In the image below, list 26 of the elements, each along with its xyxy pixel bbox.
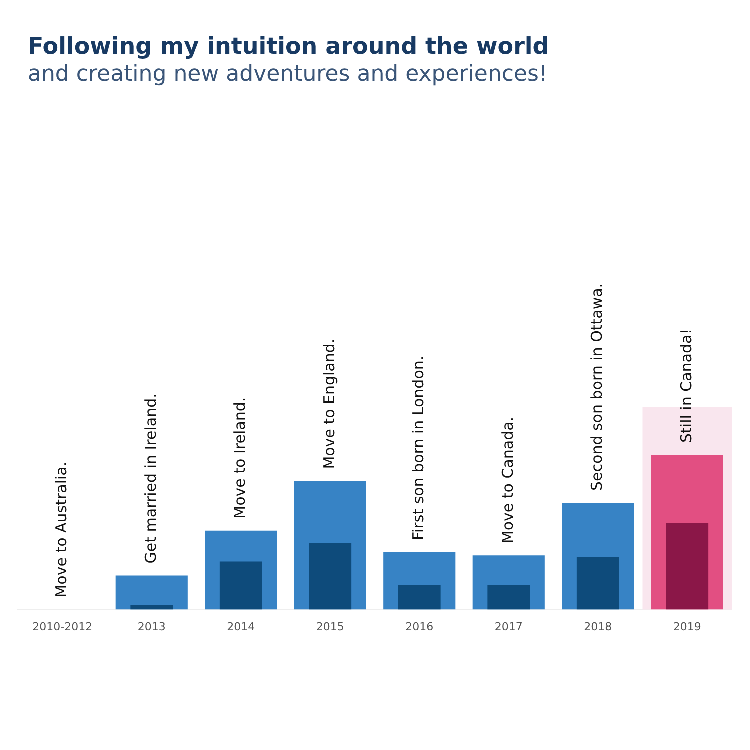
x-tick-label: 2010-2012 bbox=[32, 620, 93, 634]
bar bbox=[666, 523, 709, 610]
chart-title: Following my intuition around the world bbox=[28, 34, 550, 60]
bar bbox=[220, 562, 262, 610]
annotation: Move to Canada. bbox=[498, 416, 517, 544]
bar bbox=[309, 543, 352, 610]
x-tick-label: 2018 bbox=[584, 620, 612, 634]
annotation: Second son born in Ottawa. bbox=[588, 283, 606, 491]
text: Still in Canada! bbox=[677, 328, 696, 443]
bar bbox=[576, 557, 620, 610]
chart-subtitle: and creating new adventures and experiences! bbox=[28, 62, 549, 87]
annotation: Get married in Ireland. bbox=[142, 394, 160, 564]
x-tick-label: 2013 bbox=[138, 620, 166, 634]
bar bbox=[130, 605, 174, 610]
annotation: Move to Ireland. bbox=[231, 397, 250, 519]
annotation: First son born in London. bbox=[410, 356, 428, 541]
x-tick-label: 2019 bbox=[673, 620, 702, 634]
bar bbox=[488, 585, 530, 610]
bar bbox=[116, 576, 188, 610]
bar bbox=[398, 585, 441, 610]
x-tick-label: 2014 bbox=[227, 620, 256, 634]
annotation: Move to Australia. bbox=[52, 462, 71, 598]
x-tick-label: 2016 bbox=[406, 620, 434, 634]
x-tick-label: 2015 bbox=[316, 620, 344, 634]
annotation: Move to England. bbox=[320, 338, 338, 470]
x-tick-label: 2017 bbox=[494, 620, 523, 634]
